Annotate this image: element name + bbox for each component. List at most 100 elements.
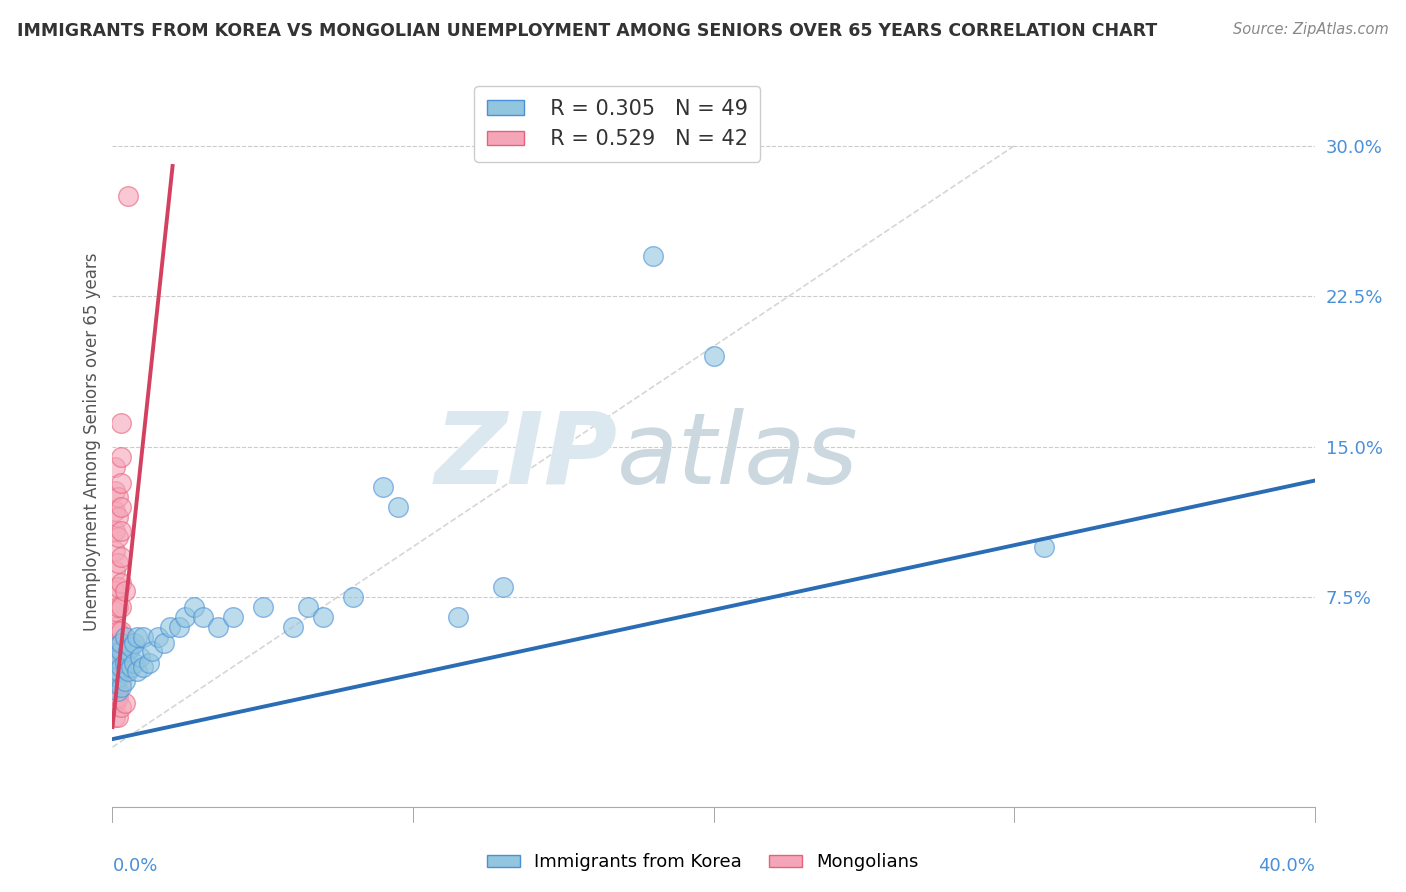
Point [104,696,127,710]
Text: 0.0%: 0.0% [112,857,157,875]
Point [104,656,127,670]
Point [492,580,515,594]
Point [312,610,335,624]
Point [104,680,127,694]
Point [104,664,127,678]
Point [131,630,153,644]
Point [104,604,127,618]
Point [173,610,195,624]
Point [110,700,132,714]
Point [159,620,181,634]
Point [107,509,129,524]
Point [120,660,142,674]
Point [114,660,136,674]
Point [104,483,127,498]
Point [131,660,153,674]
Y-axis label: Unemployment Among Seniors over 65 years: Unemployment Among Seniors over 65 years [83,252,101,631]
Point [281,620,304,634]
Point [110,475,132,490]
Point [107,580,129,594]
Point [110,450,132,464]
Point [104,664,127,678]
Text: 40.0%: 40.0% [1258,857,1315,875]
Point [104,583,127,598]
Point [114,656,136,670]
Point [703,350,725,364]
Point [141,644,163,658]
Point [128,650,150,665]
Point [107,652,129,666]
Point [104,636,127,650]
Point [110,549,132,564]
Point [104,504,127,518]
Point [107,684,129,698]
Point [110,676,132,690]
Point [110,500,132,514]
Point [107,644,129,658]
Text: Source: ZipAtlas.com: Source: ZipAtlas.com [1233,22,1389,37]
Point [104,459,127,474]
Point [107,599,129,614]
Point [107,670,129,684]
Point [252,599,274,614]
Legend:   R = 0.305   N = 49,   R = 0.529   N = 42: R = 0.305 N = 49, R = 0.529 N = 42 [474,87,761,161]
Point [104,640,127,654]
Point [104,564,127,578]
Point [107,530,129,544]
Point [107,690,129,704]
Point [122,636,145,650]
Text: IMMIGRANTS FROM KOREA VS MONGOLIAN UNEMPLOYMENT AMONG SENIORS OVER 65 YEARS CORR: IMMIGRANTS FROM KOREA VS MONGOLIAN UNEMP… [17,22,1157,40]
Point [110,416,132,430]
Point [110,650,132,665]
Point [122,656,145,670]
Legend: Immigrants from Korea, Mongolians: Immigrants from Korea, Mongolians [481,847,925,879]
Point [183,599,205,614]
Point [138,656,160,670]
Point [207,620,229,634]
Point [114,673,136,688]
Point [107,710,129,724]
Text: atlas: atlas [617,408,859,505]
Point [110,660,132,674]
Point [110,575,132,590]
Point [125,630,148,644]
Point [342,590,364,604]
Point [447,610,470,624]
Point [104,710,127,724]
Point [152,636,174,650]
Point [117,664,139,678]
Point [125,664,148,678]
Point [107,664,129,678]
Point [146,630,169,644]
Point [1033,540,1056,554]
Point [107,670,129,684]
Point [107,490,129,504]
Point [110,680,132,694]
Point [104,524,127,538]
Point [167,620,190,634]
Point [110,524,132,538]
Point [120,640,142,654]
Point [191,610,214,624]
Point [110,636,132,650]
Point [104,650,127,665]
Point [110,624,132,638]
Point [117,189,139,203]
Point [107,556,129,570]
Point [104,620,127,634]
Point [110,599,132,614]
Point [222,610,245,624]
Point [107,624,129,638]
Point [297,599,319,614]
Point [114,696,136,710]
Point [643,249,665,263]
Text: ZIP: ZIP [434,408,617,505]
Point [114,630,136,644]
Point [114,583,136,598]
Point [371,480,394,494]
Point [104,676,127,690]
Point [117,644,139,658]
Point [104,543,127,558]
Point [110,644,132,658]
Point [387,500,409,514]
